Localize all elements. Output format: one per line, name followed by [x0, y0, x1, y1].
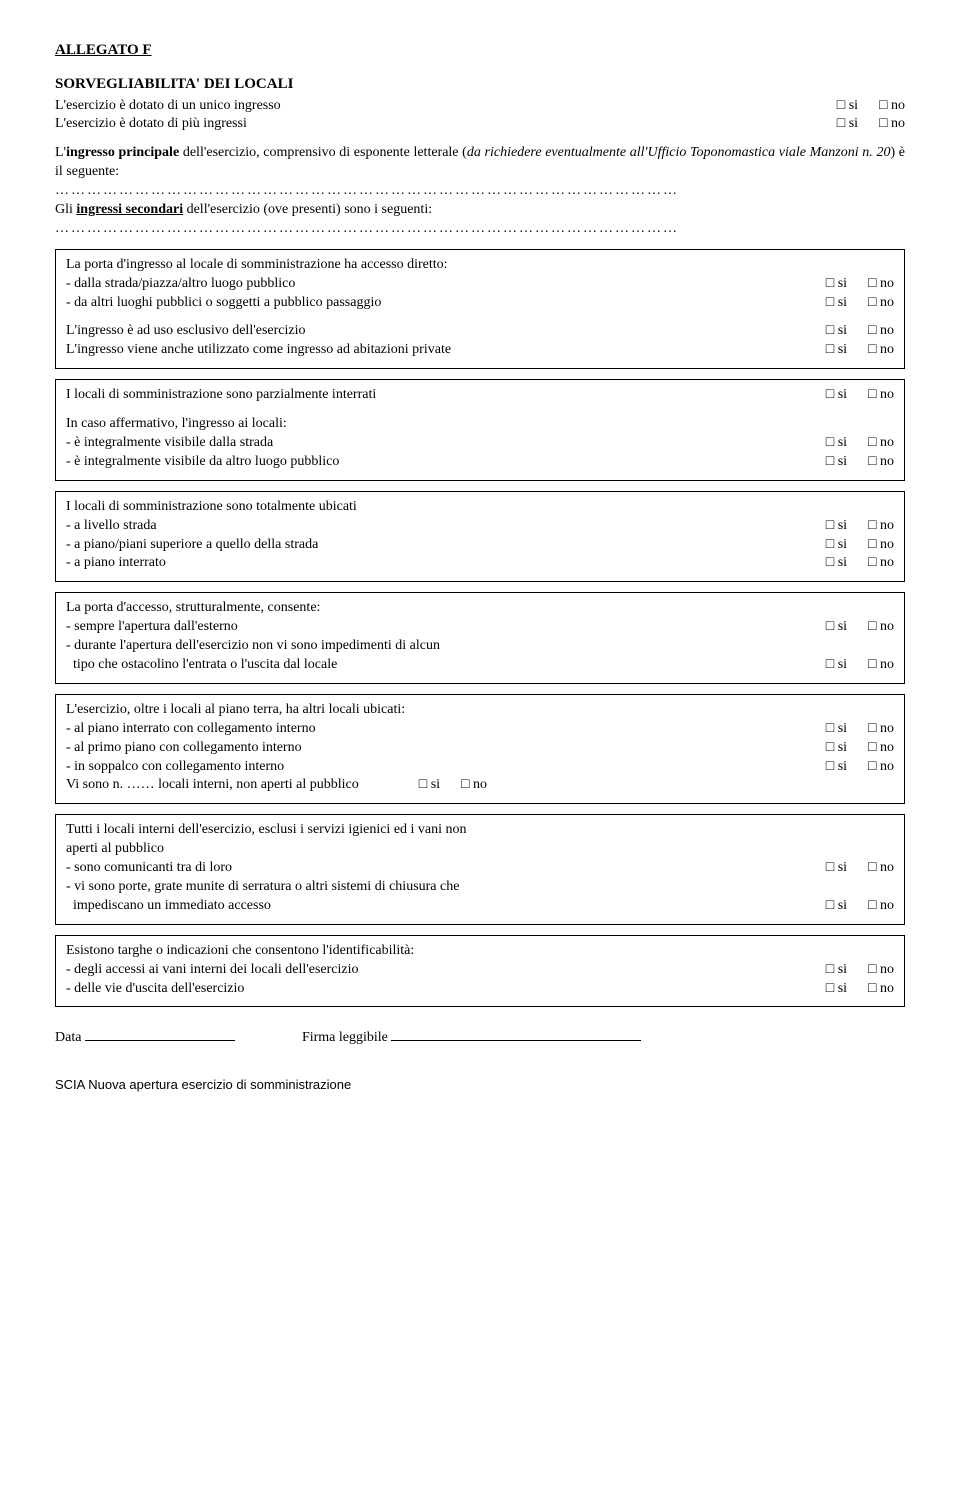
ingresso-principale-paragraph: L'ingresso principale dell'esercizio, co… — [55, 144, 905, 182]
intro-line2: aperti al pubblico — [66, 840, 894, 859]
q-vie-uscita: - delle vie d'uscita dell'esercizio □ si… — [66, 980, 894, 999]
q-impedimenti: tipo che ostacolino l'entrata o l'uscita… — [66, 656, 894, 675]
q-apertura-esterno: - sempre l'apertura dall'esterno □ si □ … — [66, 618, 894, 637]
signature-row: Data Firma leggibile — [55, 1027, 905, 1048]
q-porte-grate: impediscano un immediato accesso □ si □ … — [66, 897, 894, 916]
q-primo-piano-coll: - al primo piano con collegamento intern… — [66, 739, 894, 758]
label: - degli accessi ai vani interni dei loca… — [66, 961, 826, 980]
si-no-options[interactable]: □ si □ no — [826, 758, 894, 777]
label: - da altri luoghi pubblici o soggetti a … — [66, 294, 826, 313]
q-locali-interni: Vi sono n. …… locali interni, non aperti… — [66, 776, 894, 795]
page-footer: SCIA Nuova apertura esercizio di sommini… — [55, 1076, 905, 1094]
label: - sempre l'apertura dall'esterno — [66, 618, 826, 637]
label: Vi sono n. …… locali interni, non aperti… — [66, 776, 359, 795]
si-no-options[interactable]: □ si □ no — [826, 618, 894, 637]
box-targhe: Esistono targhe o indicazioni che consen… — [55, 935, 905, 1008]
fill-line[interactable]: ……………………………………………………………………………………………………… — [55, 220, 905, 239]
q-altri-luoghi: - da altri luoghi pubblici o soggetti a … — [66, 294, 894, 313]
label: L'esercizio è dotato di un unico ingress… — [55, 97, 837, 116]
si-no-options[interactable]: □ si □ no — [359, 776, 487, 795]
box-locali-interni: Tutti i locali interni dell'esercizio, e… — [55, 814, 905, 924]
intro-line1: Tutti i locali interni dell'esercizio, e… — [66, 821, 894, 840]
si-no-options[interactable]: □ si □ no — [837, 115, 905, 134]
label: - a piano interrato — [66, 554, 826, 573]
box-porta-accesso: La porta d'accesso, strutturalmente, con… — [55, 592, 905, 684]
box-ubicazione: I locali di somministrazione sono totalm… — [55, 491, 905, 583]
label: - a piano/piani superiore a quello della… — [66, 536, 826, 555]
firma-label: Firma leggibile — [302, 1030, 388, 1045]
q-livello-strada: - a livello strada □ si □ no — [66, 517, 894, 536]
box-accesso-diretto: La porta d'ingresso al locale di sommini… — [55, 249, 905, 369]
data-label: Data — [55, 1030, 81, 1045]
si-no-options[interactable]: □ si □ no — [826, 656, 894, 675]
si-no-options[interactable]: □ si □ no — [826, 453, 894, 472]
label: - al piano interrato con collegamento in… — [66, 720, 826, 739]
q-strada: - dalla strada/piazza/altro luogo pubbli… — [66, 275, 894, 294]
q-piu-ingressi: L'esercizio è dotato di più ingressi □ s… — [55, 115, 905, 134]
si-no-options[interactable]: □ si □ no — [826, 554, 894, 573]
label: tipo che ostacolino l'entrata o l'uscita… — [66, 656, 826, 675]
intro: L'esercizio, oltre i locali al piano ter… — [66, 701, 894, 720]
label: impediscano un immediato accesso — [66, 897, 826, 916]
intro: I locali di somministrazione sono totalm… — [66, 498, 894, 517]
q-soppalco-coll: - in soppalco con collegamento interno □… — [66, 758, 894, 777]
box-interrati: I locali di somministrazione sono parzia… — [55, 379, 905, 481]
si-no-options[interactable]: □ si □ no — [826, 739, 894, 758]
intro: La porta d'accesso, strutturalmente, con… — [66, 599, 894, 618]
q-visibile-altro: - è integralmente visibile da altro luog… — [66, 453, 894, 472]
q-accessi-vani: - degli accessi ai vani interni dei loca… — [66, 961, 894, 980]
q-porte-grate-line1: - vi sono porte, grate munite di serratu… — [66, 878, 894, 897]
label: - in soppalco con collegamento interno — [66, 758, 826, 777]
label: - sono comunicanti tra di loro — [66, 859, 826, 878]
label: - è integralmente visibile dalla strada — [66, 434, 826, 453]
si-no-options[interactable]: □ si □ no — [826, 720, 894, 739]
firma-field[interactable] — [391, 1027, 641, 1041]
si-no-options[interactable]: □ si □ no — [826, 859, 894, 878]
si-no-options[interactable]: □ si □ no — [826, 322, 894, 341]
q-comunicanti: - sono comunicanti tra di loro □ si □ no — [66, 859, 894, 878]
label: L'esercizio è dotato di più ingressi — [55, 115, 837, 134]
q-piano-interrato-coll: - al piano interrato con collegamento in… — [66, 720, 894, 739]
si-no-options[interactable]: □ si □ no — [826, 517, 894, 536]
allegato-title: ALLEGATO F — [55, 40, 905, 60]
q-uso-esclusivo: L'ingresso è ad uso esclusivo dell'eserc… — [66, 322, 894, 341]
q-parzialmente-interrati: I locali di somministrazione sono parzia… — [66, 386, 894, 405]
q-abitazioni-private: L'ingresso viene anche utilizzato come i… — [66, 341, 894, 360]
si-no-options[interactable]: □ si □ no — [826, 386, 894, 405]
box-altri-locali: L'esercizio, oltre i locali al piano ter… — [55, 694, 905, 804]
si-no-options[interactable]: □ si □ no — [826, 434, 894, 453]
q-unico-ingresso: L'esercizio è dotato di un unico ingress… — [55, 97, 905, 116]
si-no-options[interactable]: □ si □ no — [826, 536, 894, 555]
fill-line[interactable]: ……………………………………………………………………………………………………… — [55, 182, 905, 201]
si-no-options[interactable]: □ si □ no — [826, 961, 894, 980]
intro: In caso affermativo, l'ingresso ai local… — [66, 415, 894, 434]
q-piano-interrato: - a piano interrato □ si □ no — [66, 554, 894, 573]
q-piano-superiore: - a piano/piani superiore a quello della… — [66, 536, 894, 555]
si-no-options[interactable]: □ si □ no — [826, 980, 894, 999]
section-title: SORVEGLIABILITA' DEI LOCALI — [55, 74, 905, 94]
si-no-options[interactable]: □ si □ no — [826, 294, 894, 313]
label: - al primo piano con collegamento intern… — [66, 739, 826, 758]
label: - è integralmente visibile da altro luog… — [66, 453, 826, 472]
q-visibile-strada: - è integralmente visibile dalla strada … — [66, 434, 894, 453]
data-field[interactable] — [85, 1027, 235, 1041]
si-no-options[interactable]: □ si □ no — [837, 97, 905, 116]
label: - dalla strada/piazza/altro luogo pubbli… — [66, 275, 826, 294]
si-no-options[interactable]: □ si □ no — [826, 275, 894, 294]
intro: Esistono targhe o indicazioni che consen… — [66, 942, 894, 961]
si-no-options[interactable]: □ si □ no — [826, 341, 894, 360]
si-no-options[interactable]: □ si □ no — [826, 897, 894, 916]
label: L'ingresso viene anche utilizzato come i… — [66, 341, 826, 360]
ingressi-secondari-paragraph: Gli ingressi secondari dell'esercizio (o… — [55, 201, 905, 220]
label: - delle vie d'uscita dell'esercizio — [66, 980, 826, 999]
label: - a livello strada — [66, 517, 826, 536]
label: L'ingresso è ad uso esclusivo dell'eserc… — [66, 322, 826, 341]
label: I locali di somministrazione sono parzia… — [66, 386, 826, 405]
intro: La porta d'ingresso al locale di sommini… — [66, 256, 894, 275]
q-impedimenti-line1: - durante l'apertura dell'esercizio non … — [66, 637, 894, 656]
